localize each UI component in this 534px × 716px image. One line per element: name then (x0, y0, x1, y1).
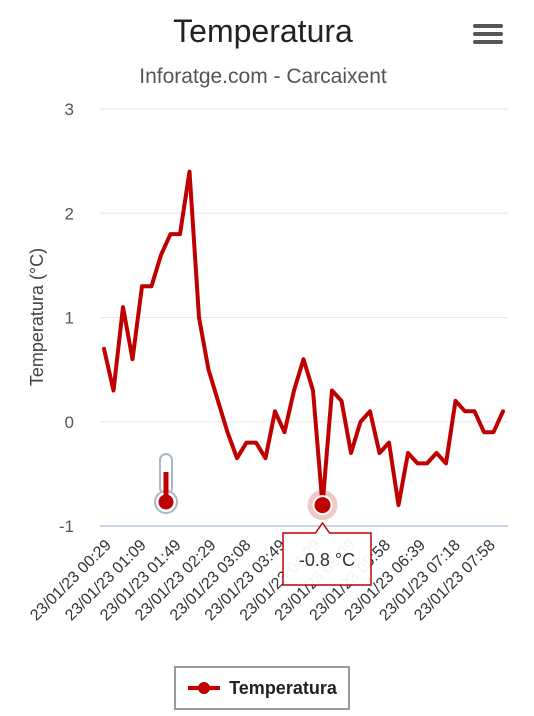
legend-marker-icon (188, 682, 221, 694)
y-tick-label: 0 (65, 413, 74, 432)
y-axis-title: Temperatura (°C) (27, 248, 47, 386)
series-line-temperatura (102, 169, 505, 508)
legend-label: Temperatura (229, 677, 337, 698)
chart-subtitle: Inforatge.com - Carcaixent (139, 65, 387, 88)
chart-title: Temperatura (173, 13, 353, 49)
menu-bar (473, 32, 503, 36)
menu-bar (473, 40, 503, 44)
data-point-marker[interactable] (312, 495, 333, 516)
menu-bar (473, 24, 503, 28)
y-tick-label: 1 (65, 309, 74, 328)
thermometer-mercury (163, 472, 169, 500)
tooltip-text: -0.8 °C (299, 550, 355, 570)
legend-item-temperatura[interactable]: Temperatura (174, 666, 350, 710)
thermometer-bulb (158, 494, 174, 510)
thermometer-icon (154, 453, 178, 514)
hamburger-menu-icon[interactable] (470, 18, 506, 54)
tooltip-box (282, 521, 372, 586)
y-tick-label: 2 (65, 204, 74, 223)
y-tick-label: 3 (65, 100, 74, 119)
y-tick-label: -1 (59, 517, 74, 536)
